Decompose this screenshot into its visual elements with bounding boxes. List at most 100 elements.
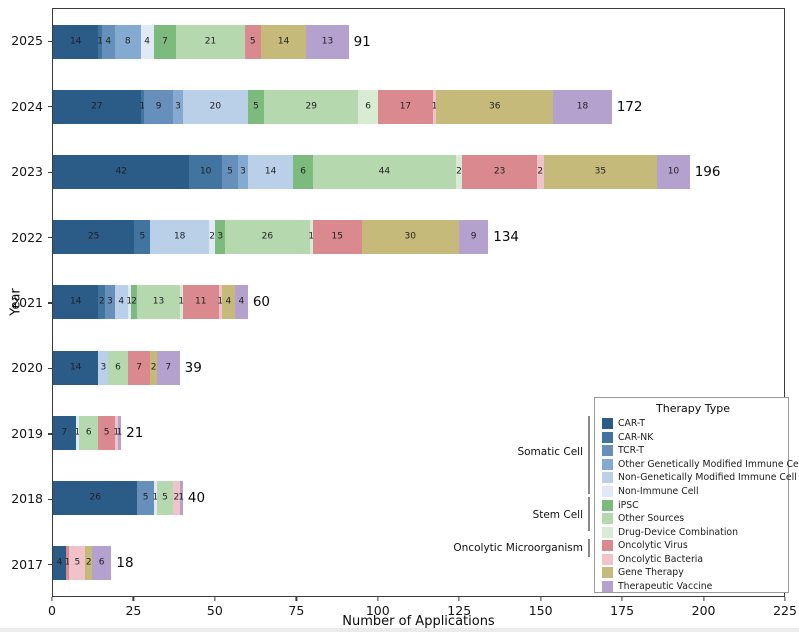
bar-segment: 42 [53, 155, 190, 190]
y-tick-label-2020: 2020 [0, 335, 52, 400]
bar-total-label: 91 [353, 33, 371, 50]
bar-total-label: 39 [184, 359, 202, 376]
x-tick-label-75: 75 [288, 603, 305, 618]
x-axis-label: Number of Applications [342, 614, 495, 629]
bar-segment: 9 [143, 89, 174, 124]
segment-value-label: 10 [199, 166, 212, 177]
legend-entry: iPSC [602, 498, 784, 512]
bar-segment: 14 [53, 285, 99, 320]
segment-value-label: 26 [261, 231, 274, 242]
legend-entry-label: TCR-T [618, 445, 644, 457]
segment-value-label: 7 [165, 362, 172, 373]
segment-value-label: 2 [150, 362, 157, 373]
bar-segment: 27 [53, 89, 141, 124]
bar-segment: 1 [97, 24, 103, 59]
bar-segment: 4 [53, 546, 66, 581]
x-tick-label-175: 175 [610, 603, 635, 618]
stacked-bar: 27 1 9 3 20 5 29 6 17 1 36 18 172 [53, 89, 784, 124]
bar-segment: 1 [113, 415, 120, 450]
y-tick-label-2023: 2023 [0, 139, 52, 204]
legend-entry-label: Gene Therapy [618, 567, 684, 579]
stacked-bar: 42 10 5 3 14 6 44 2 23 2 35 10 196 [53, 155, 784, 190]
stacked-bar: 7 1 6 5 1 1 21 [53, 415, 784, 450]
segment-value-label: 35 [594, 166, 607, 177]
x-tick-label-225: 225 [773, 603, 797, 618]
legend-entry: Therapeutic Vaccine [602, 580, 784, 594]
segment-value-label: 14 [70, 36, 82, 47]
segment-value-label: 7 [61, 427, 68, 438]
bar-segment: 3 [215, 220, 226, 255]
legend-entry-label: Non-Immune Cell [618, 486, 699, 497]
x-tick-label-100: 100 [365, 603, 390, 618]
segment-value-label: 1 [116, 427, 123, 438]
x-tick-mark [377, 597, 379, 601]
y-tick-label-2022: 2022 [0, 204, 52, 269]
segment-value-label: 1 [178, 492, 185, 503]
bar-row: 42 10 5 3 14 6 44 2 23 2 35 10 196 [53, 139, 784, 204]
bar-segment: 29 [264, 89, 359, 124]
segment-value-label: 1 [113, 427, 120, 438]
legend-entries: CAR-T CAR-NK TCR-T Other Genetically Modifi… [602, 417, 799, 594]
bar-segment: 36 [436, 89, 554, 124]
bar-segment: 14 [260, 24, 307, 59]
segment-value-label: 30 [404, 231, 417, 242]
bar-segment: 18 [150, 220, 209, 255]
y-tick-label-2024: 2024 [0, 73, 52, 138]
bar-segment: 5 [244, 24, 261, 59]
bar-segment: 6 [78, 415, 99, 450]
bar-segment: 4 [140, 24, 154, 59]
segment-value-label: 6 [365, 101, 371, 112]
bar-segment: 8 [114, 24, 141, 59]
legend-entry: Other Genetically Modified Immune Cell [602, 458, 799, 472]
y-tick-label-2021: 2021 [0, 270, 52, 335]
segment-value-label: 1 [126, 296, 133, 307]
segment-value-label: 3 [100, 362, 107, 373]
segment-value-label: 23 [493, 166, 506, 177]
legend-entry: Non-Immune Cell [602, 485, 784, 499]
segment-value-label: 13 [152, 296, 165, 307]
bar-segment: 35 [543, 155, 658, 190]
legend-swatch [602, 580, 613, 592]
bar-total-label: 40 [187, 490, 206, 507]
segment-value-label: 11 [195, 296, 207, 307]
y-tick-label-2018: 2018 [0, 466, 52, 531]
bar-segment: 5 [156, 481, 174, 516]
segment-value-label: 14 [277, 36, 290, 47]
bar-segment: 2 [173, 481, 180, 516]
y-tick-label-2019: 2019 [0, 401, 52, 466]
legend-entry: Oncolytic Bacteria [602, 552, 784, 566]
bar-total-label: 172 [616, 98, 643, 115]
bar-segment: 2 [537, 155, 544, 190]
x-tick-mark [621, 597, 623, 601]
x-tick-label-200: 200 [691, 603, 716, 618]
bar-segment: 2 [130, 285, 138, 320]
bar-segment: 7 [153, 24, 177, 59]
bar-segment: 1 [178, 481, 185, 516]
segment-value-label: 2 [131, 296, 138, 307]
segment-value-label: 10 [667, 166, 680, 177]
x-tick-label-25: 25 [125, 603, 142, 618]
segment-value-label: 1 [74, 427, 81, 438]
x-tick-mark [540, 597, 542, 601]
segment-value-label: 2 [98, 296, 105, 307]
x-tick-mark [784, 597, 786, 601]
segment-value-label: 4 [225, 296, 232, 307]
bar-total-label: 134 [493, 229, 520, 246]
segment-value-label: 13 [321, 36, 334, 47]
segment-value-label: 4 [118, 296, 125, 307]
segment-value-label: 5 [142, 492, 149, 503]
legend-entry: CAR-NK [602, 431, 784, 445]
segment-value-label: 20 [209, 101, 222, 112]
segment-value-label: 1 [152, 492, 159, 503]
legend-entry: Other Sources [602, 512, 784, 526]
segment-value-label: 8 [124, 36, 131, 47]
segment-value-label: 1 [64, 557, 71, 568]
bar-segment: 5 [98, 415, 115, 450]
stem-cell-bracket [588, 497, 590, 531]
stacked-bar: 25 5 18 2 3 26 1 15 30 9 134 [53, 220, 784, 255]
bar-segment: 6 [358, 89, 378, 124]
segment-value-label: 2 [456, 166, 462, 177]
bar-row: 14 1 4 8 4 7 21 5 14 13 91 [53, 9, 784, 74]
legend-entry-label: Oncolytic Bacteria [618, 553, 704, 565]
stacked-bar: 26 5 1 5 2 1 40 [53, 481, 784, 516]
